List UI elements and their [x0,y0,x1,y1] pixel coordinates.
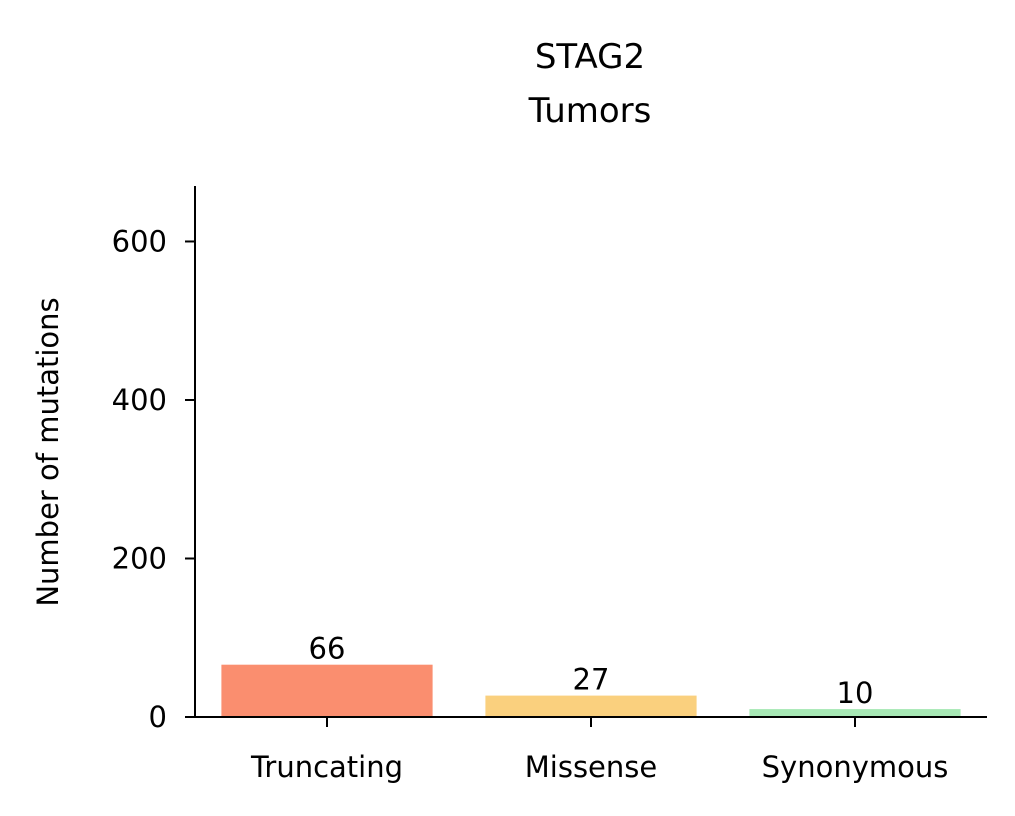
bar-value-label: 10 [837,676,874,710]
y-tick-label: 200 [112,541,167,575]
y-tick-label: 600 [112,224,167,258]
y-tick-label: 0 [149,700,167,734]
y-ticks-group: 0 200 400 600 [112,224,195,734]
chart-title-line-2: Tumors [528,91,652,131]
bar-value-label: 66 [309,632,346,666]
chart-title-line-1: STAG2 [535,37,645,77]
x-tick-label: Missense [525,750,657,784]
x-tick-label: Truncating [250,750,403,784]
x-tick-label: Synonymous [762,750,949,784]
bar-synonymous [749,709,961,717]
bar-missense [485,695,697,717]
y-axis-label: Number of mutations [31,297,65,606]
bars-group: 66 27 10 [221,632,961,717]
bar-value-label: 27 [573,663,610,697]
x-ticks-group: Truncating Missense Synonymous [250,717,948,784]
y-tick-label: 400 [112,383,167,417]
bar-truncating [221,664,433,717]
